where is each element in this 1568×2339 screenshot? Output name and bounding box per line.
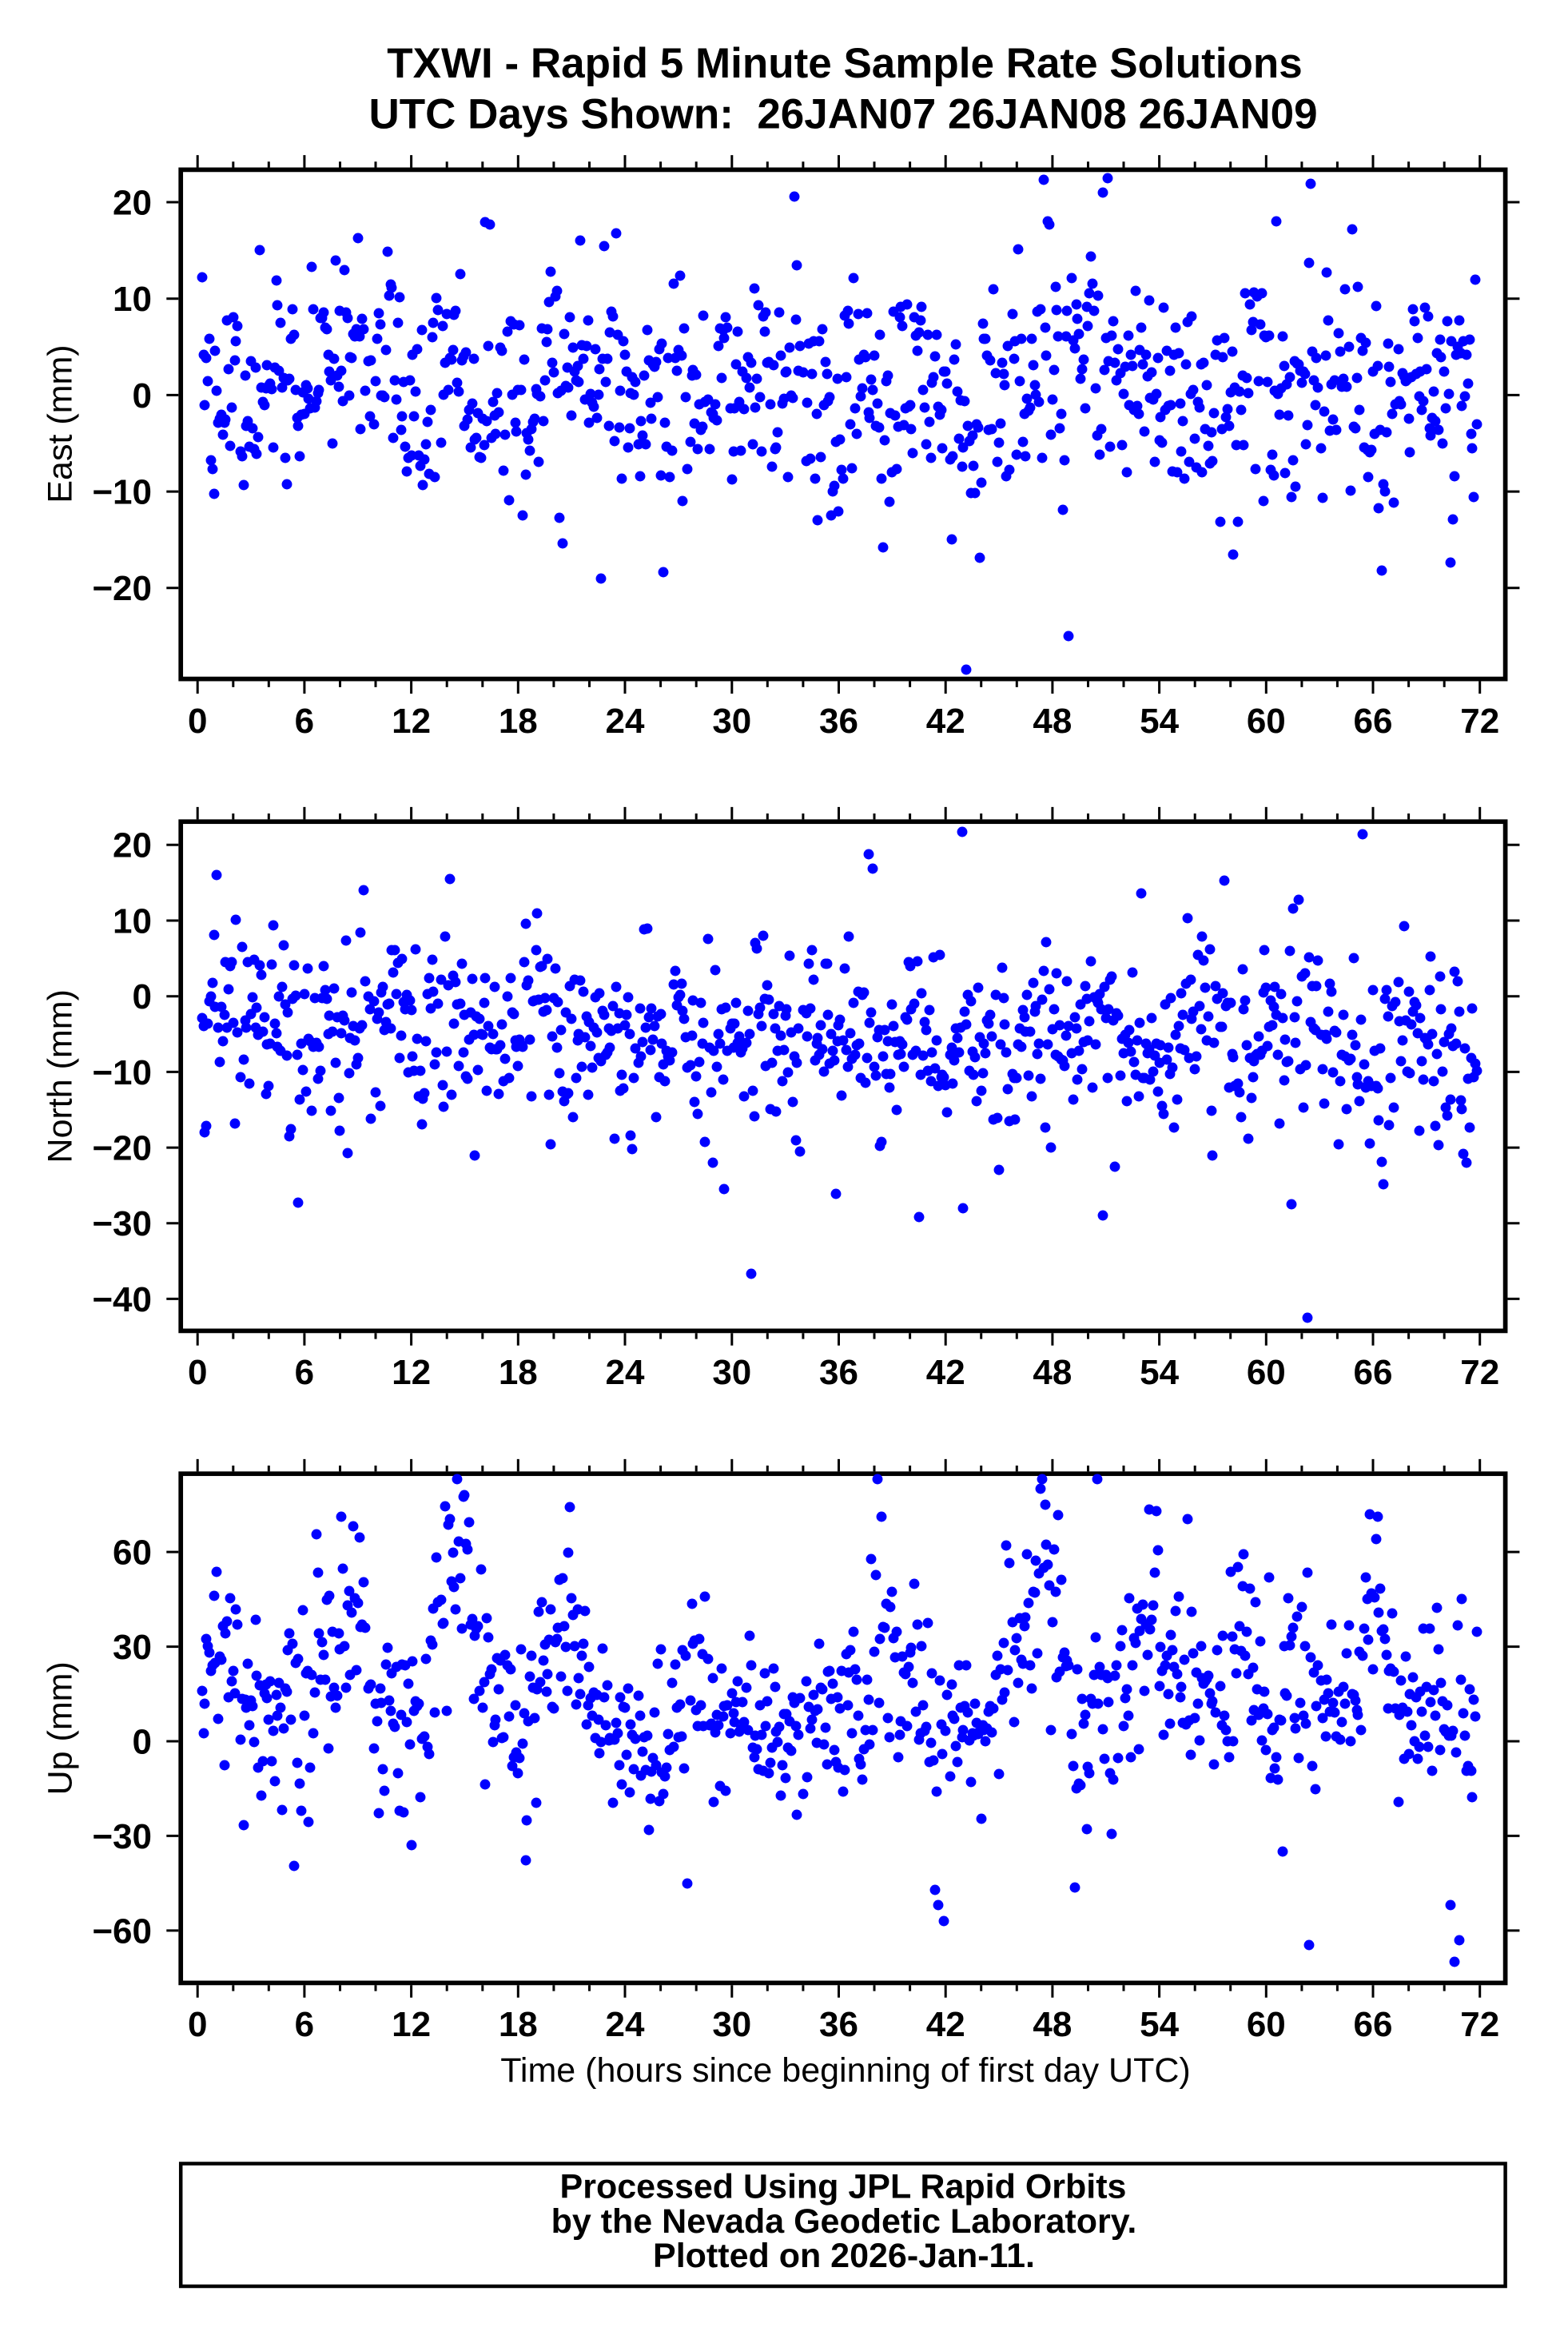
svg-text:72: 72 — [1460, 1353, 1499, 1392]
svg-text:East (mm): East (mm) — [42, 344, 80, 503]
svg-text:60: 60 — [1247, 1353, 1286, 1392]
svg-text:12: 12 — [392, 1353, 431, 1392]
svg-text:Time (hours since beginning of: Time (hours since beginning of first day… — [500, 2051, 1191, 2090]
svg-text:54: 54 — [1140, 702, 1179, 741]
svg-text:60: 60 — [113, 1533, 152, 1573]
svg-text:48: 48 — [1033, 702, 1072, 741]
svg-text:12: 12 — [392, 702, 431, 741]
svg-text:−10: −10 — [92, 1053, 152, 1092]
svg-text:North (mm): North (mm) — [42, 989, 80, 1163]
svg-text:0: 0 — [188, 702, 207, 741]
svg-text:10: 10 — [113, 280, 152, 319]
svg-text:36: 36 — [819, 702, 858, 741]
svg-text:18: 18 — [499, 1353, 538, 1392]
svg-text:24: 24 — [606, 1353, 645, 1392]
svg-text:42: 42 — [926, 1353, 965, 1392]
svg-text:20: 20 — [113, 183, 152, 222]
svg-text:0: 0 — [188, 1353, 207, 1392]
svg-text:54: 54 — [1140, 2005, 1179, 2044]
svg-text:6: 6 — [295, 1353, 314, 1392]
svg-text:0: 0 — [133, 977, 152, 1016]
svg-text:0: 0 — [188, 2005, 207, 2044]
svg-text:36: 36 — [819, 2005, 858, 2044]
svg-text:12: 12 — [392, 2005, 431, 2044]
svg-text:−30: −30 — [92, 1204, 152, 1243]
svg-text:−20: −20 — [92, 1129, 152, 1168]
svg-text:0: 0 — [133, 1722, 152, 1761]
svg-text:0: 0 — [133, 376, 152, 416]
svg-text:Up (mm): Up (mm) — [42, 1661, 80, 1795]
svg-text:66: 66 — [1354, 1353, 1393, 1392]
svg-text:66: 66 — [1354, 702, 1393, 741]
svg-text:36: 36 — [819, 1353, 858, 1392]
svg-text:30: 30 — [712, 1353, 751, 1392]
svg-text:60: 60 — [1247, 2005, 1286, 2044]
svg-text:66: 66 — [1354, 2005, 1393, 2044]
svg-text:30: 30 — [712, 702, 751, 741]
svg-text:42: 42 — [926, 702, 965, 741]
svg-text:TXWI - Rapid 5 Minute Sample R: TXWI - Rapid 5 Minute Sample Rate Soluti… — [387, 40, 1302, 87]
svg-text:by the Nevada Geodetic Laborat: by the Nevada Geodetic Laboratory. — [551, 2202, 1137, 2241]
svg-text:UTC Days Shown: 26JAN07 26JAN: UTC Days Shown: 26JAN07 26JAN08 26JAN09 — [368, 91, 1317, 138]
svg-text:24: 24 — [606, 702, 645, 741]
svg-text:−10: −10 — [92, 473, 152, 512]
svg-text:30: 30 — [113, 1628, 152, 1667]
svg-text:18: 18 — [499, 702, 538, 741]
svg-text:20: 20 — [113, 826, 152, 865]
svg-text:6: 6 — [295, 702, 314, 741]
svg-text:48: 48 — [1033, 1353, 1072, 1392]
svg-text:−60: −60 — [92, 1911, 152, 1951]
svg-text:−30: −30 — [92, 1817, 152, 1856]
svg-text:10: 10 — [113, 901, 152, 941]
svg-text:54: 54 — [1140, 1353, 1179, 1392]
svg-text:Plotted on 2026-Jan-11.: Plotted on 2026-Jan-11. — [653, 2237, 1035, 2275]
svg-text:72: 72 — [1460, 2005, 1499, 2044]
svg-text:30: 30 — [712, 2005, 751, 2044]
svg-text:Processed Using JPL Rapid Orbi: Processed Using JPL Rapid Orbits — [560, 2168, 1127, 2206]
svg-text:48: 48 — [1033, 2005, 1072, 2044]
svg-text:72: 72 — [1460, 702, 1499, 741]
svg-text:60: 60 — [1247, 702, 1286, 741]
svg-text:6: 6 — [295, 2005, 314, 2044]
svg-text:24: 24 — [606, 2005, 645, 2044]
svg-text:42: 42 — [926, 2005, 965, 2044]
svg-text:−20: −20 — [92, 569, 152, 608]
svg-text:18: 18 — [499, 2005, 538, 2044]
svg-text:−40: −40 — [92, 1280, 152, 1319]
